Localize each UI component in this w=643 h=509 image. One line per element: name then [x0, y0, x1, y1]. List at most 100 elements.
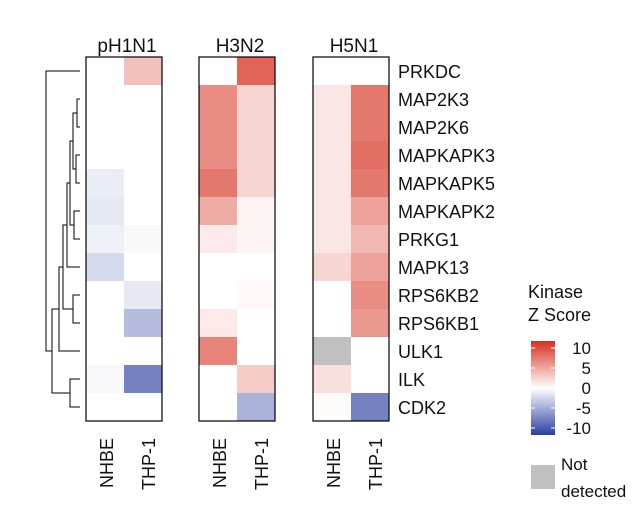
- heatmap-cell: [124, 337, 163, 366]
- heatmap-cell: [237, 393, 276, 422]
- legend-tick-10: 10: [572, 339, 591, 358]
- heatmap-cell: [237, 309, 276, 338]
- heatmap-cell: [86, 337, 125, 366]
- heatmap-cell: [124, 169, 163, 198]
- heatmap-cell: [313, 169, 352, 198]
- row-labels: PRKDC MAP2K3 MAP2K6 MAPKAPK3 MAPKAPK5 MA…: [398, 62, 495, 418]
- row-label-rps6kb1: RPS6KB1: [398, 314, 479, 334]
- row-label-map2k3: MAP2K3: [398, 90, 469, 110]
- heatmap-cell: [199, 169, 238, 198]
- row-label-mapkapk5: MAPKAPK5: [398, 174, 495, 194]
- panel-title-pH1N1: pH1N1: [97, 36, 156, 57]
- heatmap-cell: [351, 169, 390, 198]
- row-label-prkg1: PRKG1: [398, 230, 459, 250]
- heatmap-cell: [199, 365, 238, 394]
- col-label-h3n2-nhbe: NHBE: [210, 438, 230, 488]
- heatmap-cell: [351, 197, 390, 226]
- heatmap-cell: [351, 365, 390, 394]
- heatmap-cell: [86, 365, 125, 394]
- heatmap-cell: [86, 393, 125, 422]
- heatmap-cell: [86, 57, 125, 86]
- not-detected-swatch: [531, 465, 555, 489]
- heatmap-cell: [351, 281, 390, 310]
- heatmap-cell: [351, 57, 390, 86]
- heatmap-cell: [199, 281, 238, 310]
- heatmap-cell: [124, 85, 163, 114]
- heatmap-cell: [237, 281, 276, 310]
- heatmap-cell: [313, 309, 352, 338]
- heatmap-cell: [86, 197, 125, 226]
- heatmap-cell: [86, 309, 125, 338]
- heatmap-cell: [313, 337, 352, 366]
- row-dendrogram: [45, 70, 80, 408]
- heatmap-cell: [124, 57, 163, 86]
- heatmap-cell: [313, 113, 352, 142]
- heatmap-cell: [237, 253, 276, 282]
- legend-tick-5: 5: [582, 359, 591, 378]
- heatmap-cell: [86, 169, 125, 198]
- heatmap-cell: [313, 85, 352, 114]
- heatmap-cell: [124, 225, 163, 254]
- legend-tick-neg10: -10: [566, 419, 591, 438]
- panel-frame: [85, 56, 163, 422]
- heatmap-cell: [199, 113, 238, 142]
- legend-tick-neg5: -5: [576, 399, 591, 418]
- heatmap-cell: [351, 253, 390, 282]
- heatmap-cell: [237, 337, 276, 366]
- heatmap-cell: [351, 309, 390, 338]
- heatmap-cell: [199, 309, 238, 338]
- col-label-ph1n1-thp1: THP-1: [139, 438, 159, 490]
- heatmap-cell: [351, 85, 390, 114]
- row-label-mapk13: MAPK13: [398, 258, 469, 278]
- heatmap-cell: [351, 337, 390, 366]
- col-label-h5n1-nhbe: NHBE: [324, 438, 344, 488]
- heatmap-cell: [351, 141, 390, 170]
- heatmap-cell: [86, 85, 125, 114]
- legend-title-line2: Z Score: [528, 305, 591, 325]
- heatmap-cell: [124, 309, 163, 338]
- heatmap-cell: [199, 337, 238, 366]
- heatmap-cell: [86, 253, 125, 282]
- heatmap-cell: [351, 225, 390, 254]
- panel-title-H5N1: H5N1: [330, 36, 379, 57]
- heatmap-cell: [86, 225, 125, 254]
- heatmap-cell: [313, 365, 352, 394]
- heatmap-cell: [199, 225, 238, 254]
- heatmap-cell: [199, 141, 238, 170]
- legend-tick-0: 0: [582, 379, 591, 398]
- heatmap-cell: [313, 57, 352, 86]
- heatmap-cell: [237, 141, 276, 170]
- row-label-prkdc: PRKDC: [398, 62, 461, 82]
- heatmap-cell: [313, 141, 352, 170]
- heatmap-cell: [124, 365, 163, 394]
- heatmap-cell: [237, 197, 276, 226]
- heatmap-cell: [86, 281, 125, 310]
- row-label-ilk: ILK: [398, 370, 425, 390]
- dendrogram-branch: [69, 378, 80, 408]
- heatmap-cell: [124, 393, 163, 422]
- heatmap-cell: [199, 393, 238, 422]
- heatmap-cell: [124, 281, 163, 310]
- col-label-h5n1-thp1: THP-1: [366, 438, 386, 490]
- heatmap-cell: [86, 113, 125, 142]
- heatmap-cell: [199, 253, 238, 282]
- heatmap-cell: [237, 57, 276, 86]
- heatmap-cell: [199, 85, 238, 114]
- row-label-mapkapk3: MAPKAPK3: [398, 146, 495, 166]
- heatmap-cell: [199, 57, 238, 86]
- col-label-h3n2-thp1: THP-1: [252, 438, 272, 490]
- heatmap-cell: [313, 393, 352, 422]
- panel-frame: [312, 56, 390, 422]
- not-detected-label-line1: Not: [561, 455, 588, 474]
- heatmap-cell: [86, 141, 125, 170]
- row-label-map2k6: MAP2K6: [398, 118, 469, 138]
- row-label-cdk2: CDK2: [398, 398, 446, 418]
- dendrogram-branch: [75, 154, 80, 184]
- heatmap-cell: [237, 85, 276, 114]
- heatmap-cell: [313, 197, 352, 226]
- row-label-ulk1: ULK1: [398, 342, 443, 362]
- col-label-ph1n1-nhbe: NHBE: [97, 438, 117, 488]
- heatmap-cell: [199, 197, 238, 226]
- dendrogram-branch: [45, 70, 80, 352]
